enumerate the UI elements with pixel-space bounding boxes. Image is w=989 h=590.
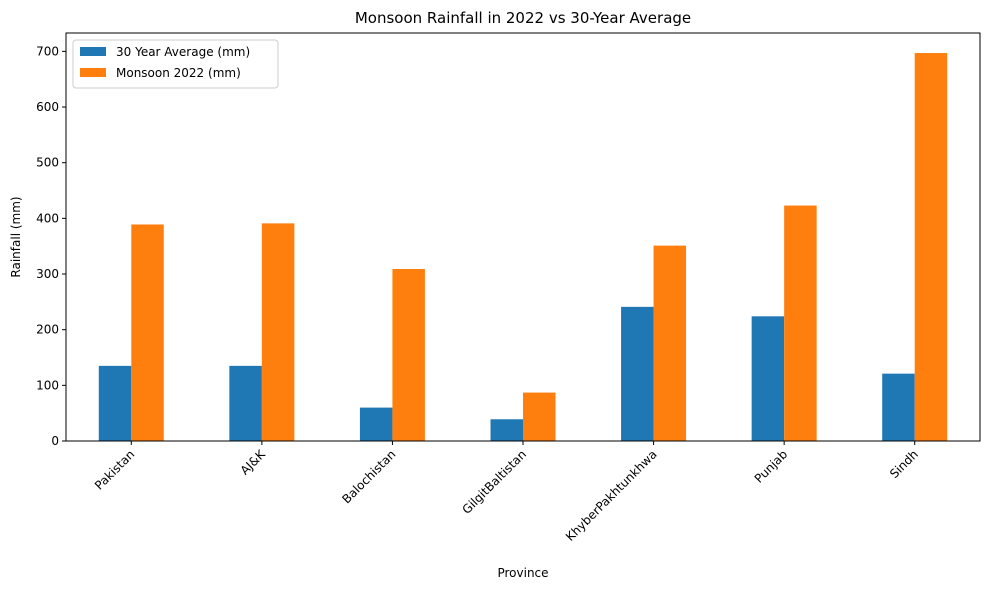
bar-monsoon-2022-4 [653, 245, 687, 441]
bar-average-6 [882, 373, 915, 441]
y-tick-label: 600 [36, 100, 59, 114]
bar-average-2 [359, 407, 393, 441]
y-axis-label: Rainfall (mm) [9, 196, 23, 277]
bar-average-4 [621, 306, 654, 441]
plot-frame [65, 32, 981, 442]
y-tick-label: 700 [36, 44, 59, 58]
y-tick-label: 100 [36, 378, 59, 392]
bar-monsoon-2022-6 [914, 53, 948, 441]
x-axis-label: Province [497, 566, 548, 580]
legend-box [72, 39, 279, 89]
y-axis: 0 100 200 300 400 500 600 700 [36, 44, 66, 448]
bar-average-3 [490, 419, 523, 441]
legend-label: 30 Year Average (mm) [116, 45, 250, 59]
bar-average-0 [98, 365, 132, 441]
bar-monsoon-2022-2 [392, 269, 425, 441]
legend-label: Monsoon 2022 (mm) [116, 66, 241, 80]
x-tick-label: Balochistan [339, 447, 398, 506]
bar-monsoon-2022-3 [523, 392, 556, 441]
x-tick-label: KhyberPakhtunkhwa [563, 447, 660, 544]
x-tick-label: AJ&K [238, 446, 269, 477]
y-tick-label: 0 [51, 434, 59, 448]
bar-average-1 [229, 365, 262, 441]
y-tick-label: 500 [36, 156, 59, 170]
y-tick-label: 400 [36, 211, 59, 225]
legend-swatch [80, 68, 106, 77]
bar-monsoon-2022-1 [261, 223, 295, 441]
x-tick-label: Punjab [752, 447, 791, 486]
legend: 30 Year Average (mm) Monsoon 2022 (mm) [72, 39, 279, 89]
bar-monsoon-2022-5 [784, 205, 817, 441]
chart-title: Monsoon Rainfall in 2022 vs 30-Year Aver… [355, 9, 691, 27]
bar-average-5 [751, 316, 785, 441]
y-tick-label: 300 [36, 267, 59, 281]
bars-group [98, 53, 948, 441]
bar-monsoon-2022-0 [131, 224, 164, 441]
y-tick-label: 200 [36, 323, 59, 337]
x-tick-label: Pakistan [92, 447, 137, 492]
x-axis: Pakistan AJ&K Balochistan GilgitBaltistan Kh… [92, 441, 921, 544]
x-tick-label: GilgitBaltistan [459, 447, 529, 517]
x-tick-label: Sindh [887, 447, 921, 481]
legend-swatch [80, 47, 106, 56]
